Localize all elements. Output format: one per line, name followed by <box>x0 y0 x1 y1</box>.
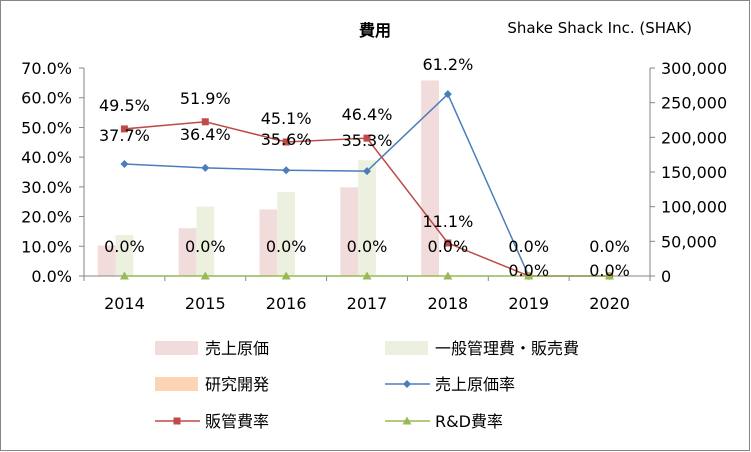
legend-label-5: R&D費率 <box>435 412 503 431</box>
x-axis-tick-label: 2016 <box>266 294 307 313</box>
legend-swatch-0 <box>155 341 198 355</box>
marker-series-1-2016 <box>282 138 290 146</box>
left-axis-tick-label: 70.0% <box>21 59 72 78</box>
x-axis-tick-label: 2014 <box>104 294 145 313</box>
x-axis-tick-label: 2020 <box>589 294 630 313</box>
legend-label-4: 販管費率 <box>205 412 269 431</box>
marker-series-0-2017 <box>363 167 371 176</box>
legend-swatch-marker-5 <box>402 416 412 425</box>
bar-0-2017 <box>340 187 359 276</box>
data-label-series-1: 49.5% <box>99 96 150 115</box>
legend-swatch-1 <box>385 341 428 355</box>
left-axis-tick-label: 50.0% <box>21 118 72 137</box>
right-axis-tick-label: 250,000 <box>661 94 727 113</box>
data-label-series-0: 35.3% <box>342 131 393 150</box>
right-axis-tick-label: 100,000 <box>661 198 727 217</box>
right-axis-tick-label: 50,000 <box>661 232 717 251</box>
marker-series-2-2016 <box>281 271 291 280</box>
data-label-series-2: 0.0% <box>266 237 307 256</box>
bar-1-2014 <box>115 235 134 276</box>
data-label-series-0: 61.2% <box>422 55 473 74</box>
data-label-series-2: 0.0% <box>347 237 388 256</box>
x-axis-tick-label: 2019 <box>508 294 549 313</box>
bar-0-2014 <box>97 245 116 276</box>
marker-series-2-2015 <box>200 271 210 280</box>
right-axis-tick-label: 0 <box>661 267 671 286</box>
data-label-series-1: 51.9% <box>180 89 231 108</box>
bar-1-2015 <box>196 206 215 276</box>
left-axis-tick-label: 0.0% <box>31 267 72 286</box>
legend-swatch-marker-3 <box>403 380 411 388</box>
data-label-series-1: 46.4% <box>342 105 393 124</box>
left-axis-tick-label: 20.0% <box>21 208 72 227</box>
legend-label-0: 売上原価 <box>205 339 269 358</box>
marker-series-0-2015 <box>201 163 210 172</box>
left-axis-tick-label: 60.0% <box>21 89 72 108</box>
data-label-series-1: 0.0% <box>589 261 630 280</box>
legend-swatch-marker-4 <box>173 417 181 425</box>
data-label-series-0: 36.4% <box>180 125 231 144</box>
marker-series-2-2014 <box>119 271 129 280</box>
legend-label-1: 一般管理費・販売費 <box>435 339 579 358</box>
marker-series-2-2019 <box>524 271 534 280</box>
left-axis-tick-label: 30.0% <box>21 178 72 197</box>
legend-swatch-2 <box>155 377 198 391</box>
data-label-series-1: 11.1% <box>422 212 473 231</box>
marker-series-2-2017 <box>362 271 372 280</box>
data-label-series-0: 0.0% <box>589 237 630 256</box>
right-axis-tick-label: 300,000 <box>661 59 727 78</box>
marker-series-0-2014 <box>120 159 129 168</box>
data-label-series-2: 0.0% <box>428 237 469 256</box>
marker-series-2-2018 <box>443 271 453 280</box>
left-axis-tick-label: 10.0% <box>21 237 72 256</box>
left-axis-tick-label: 40.0% <box>21 148 72 167</box>
x-axis-tick-label: 2015 <box>185 294 226 313</box>
data-label-series-0: 35.6% <box>261 130 312 149</box>
bar-1-2017 <box>358 160 376 276</box>
marker-series-0-2016 <box>282 166 291 175</box>
bar-1-2016 <box>277 192 296 276</box>
marker-series-1-2015 <box>201 118 209 126</box>
marker-series-1-2018 <box>444 239 452 247</box>
data-label-series-2: 0.0% <box>185 237 226 256</box>
data-label-series-2: 0.0% <box>104 237 145 256</box>
marker-series-2-2020 <box>605 271 615 280</box>
data-label-series-0: 37.7% <box>99 126 150 145</box>
company-label: Shake Shack Inc. (SHAK) <box>507 19 692 37</box>
data-label-series-1: 0.0% <box>508 261 549 280</box>
marker-series-1-2014 <box>120 125 128 133</box>
x-axis-tick-label: 2017 <box>347 294 388 313</box>
bar-0-2016 <box>259 209 278 276</box>
legend-label-3: 売上原価率 <box>435 375 515 394</box>
plot-area: 0.0% 10.0% 20.0% 30.0% 40.0% 50.0% 60.0% 70.0% 0… <box>21 55 727 313</box>
data-label-series-0: 0.0% <box>508 237 549 256</box>
legend-label-2: 研究開発 <box>205 375 269 394</box>
x-axis-tick-label: 2018 <box>427 294 468 313</box>
chart-title: 費用 <box>359 21 391 40</box>
marker-series-1-2017 <box>363 134 371 142</box>
bar-0-2015 <box>178 228 197 276</box>
data-label-series-1: 45.1% <box>261 109 312 128</box>
right-axis-tick-label: 150,000 <box>661 163 727 182</box>
bar-0-2018 <box>421 80 439 276</box>
marker-series-0-2018 <box>443 90 452 99</box>
right-axis-tick-label: 200,000 <box>661 128 727 147</box>
